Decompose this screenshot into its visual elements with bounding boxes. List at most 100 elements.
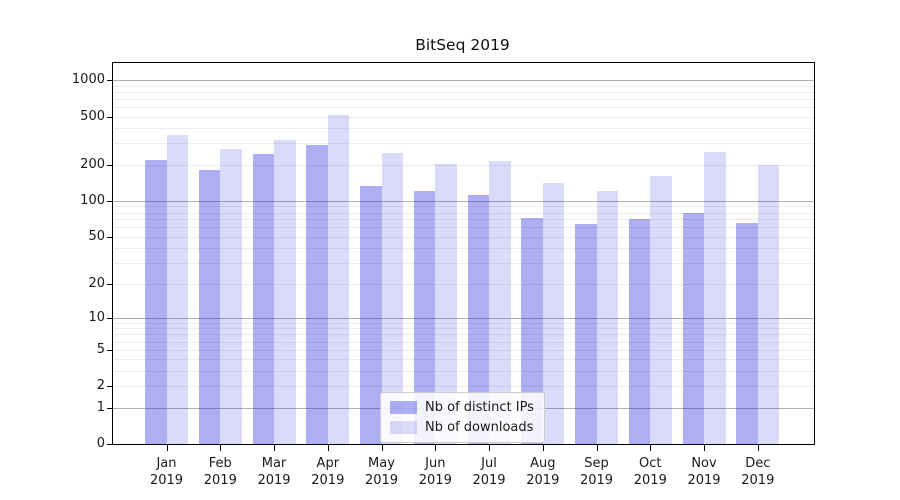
bar-downloads (704, 151, 726, 444)
chart-title: BitSeq 2019 (415, 36, 510, 54)
gridline (113, 227, 814, 229)
bar-distinct-ips (252, 153, 274, 444)
y-tick-label: 1 (96, 399, 105, 415)
y-tick-mark (107, 283, 113, 285)
plot-area: 1000 500 200 100 50 20 10 5 2 1 0 Jan 2019 Feb 2019 Mar… (72, 62, 815, 488)
bar-downloads (542, 182, 565, 444)
y-tick-mark (107, 164, 113, 166)
x-tick-year: 2019 (311, 473, 345, 488)
bar-distinct-ips (306, 145, 328, 444)
x-tick-mark (542, 445, 544, 451)
y-tick-label: 2 (96, 378, 105, 394)
y-tick-label: 50 (88, 228, 105, 244)
gridline (113, 80, 814, 81)
legend-swatch-distinct-ips (390, 401, 417, 414)
x-tick-month: Jun (425, 456, 446, 471)
x-tick-month: Nov (691, 456, 717, 471)
x-tick-mark (274, 445, 276, 451)
x-tick-label: Jan 2019 (132, 455, 202, 489)
y-tick-mark (107, 444, 113, 446)
x-tick-label: Jun 2019 (400, 455, 470, 489)
gridline (113, 236, 814, 238)
bar-downloads (489, 161, 511, 444)
gridline (113, 206, 814, 208)
y-tick-label: 200 (80, 156, 105, 172)
bar-distinct-ips (413, 190, 436, 444)
x-tick-year: 2019 (579, 473, 614, 488)
x-tick-mark (327, 445, 329, 451)
x-tick-mark (489, 445, 491, 451)
gridline (113, 263, 814, 265)
bar-distinct-ips (521, 217, 543, 444)
x-tick-year: 2019 (526, 473, 560, 488)
y-tick-mark (107, 80, 113, 82)
x-tick-label: Dec 2019 (723, 455, 793, 489)
x-tick-label: Sep 2019 (562, 455, 632, 489)
y-tick-mark (107, 236, 113, 238)
y-tick-label: 20 (88, 275, 105, 291)
bar-downloads (166, 135, 188, 444)
gridline (113, 328, 814, 330)
bar-distinct-ips (360, 186, 382, 444)
bar-downloads (381, 152, 403, 444)
y-tick-label: 5 (96, 341, 105, 357)
x-tick-year: 2019 (203, 473, 237, 488)
bar-downloads (435, 164, 457, 444)
x-tick-year: 2019 (364, 473, 399, 488)
legend-row: Nb of downloads (390, 420, 534, 435)
y-tick-mark (107, 200, 113, 202)
gridline (113, 143, 814, 145)
legend-row: Nb of distinct IPs (390, 400, 534, 415)
bar-distinct-ips (682, 212, 704, 444)
gridline (113, 219, 814, 221)
y-tick-label: 1000 (71, 72, 105, 87)
bar-distinct-ips (736, 223, 758, 444)
x-tick-month: Jan (156, 456, 177, 471)
bar-downloads (650, 175, 672, 444)
gridline (113, 200, 814, 202)
bar-downloads (274, 140, 296, 444)
gridline (113, 341, 814, 343)
legend-swatch-downloads (390, 421, 417, 434)
gridline (113, 349, 814, 351)
gridline (113, 386, 814, 388)
x-tick-year: 2019 (257, 473, 291, 488)
bar-downloads (757, 164, 780, 444)
y-tick-mark (107, 407, 113, 409)
x-tick-label: Mar 2019 (239, 455, 309, 489)
gridline (113, 91, 814, 93)
x-tick-mark (704, 445, 706, 451)
x-tick-month: Sep (584, 456, 609, 471)
gridline (113, 164, 814, 166)
x-tick-year: 2019 (149, 473, 184, 488)
gridline (113, 248, 814, 250)
gridline (113, 85, 814, 87)
y-tick-mark (107, 116, 113, 118)
x-tick-mark (166, 445, 168, 451)
x-tick-mark (220, 445, 222, 451)
gridline (113, 116, 814, 118)
bar-downloads (596, 190, 618, 444)
x-tick-mark (757, 445, 759, 451)
bar-downloads (220, 148, 242, 444)
gridline (113, 322, 814, 324)
gridline (113, 212, 814, 214)
x-tick-label: Nov 2019 (669, 455, 739, 489)
x-tick-label: May 2019 (347, 455, 417, 489)
x-tick-mark (596, 445, 598, 451)
legend-label: Nb of distinct IPs (425, 400, 534, 415)
x-tick-year: 2019 (741, 473, 775, 488)
legend-label: Nb of downloads (425, 420, 534, 435)
x-tick-label: Oct 2019 (615, 455, 685, 489)
bar-distinct-ips (145, 159, 167, 444)
x-tick-month: Apr (316, 456, 340, 471)
x-tick-mark (650, 445, 652, 451)
bar-distinct-ips (198, 169, 221, 444)
y-tick-mark (107, 317, 113, 319)
x-tick-month: Aug (530, 456, 556, 471)
gridline (113, 106, 814, 108)
x-tick-mark (435, 445, 437, 451)
x-tick-year: 2019 (472, 473, 506, 488)
gridline (113, 98, 814, 100)
